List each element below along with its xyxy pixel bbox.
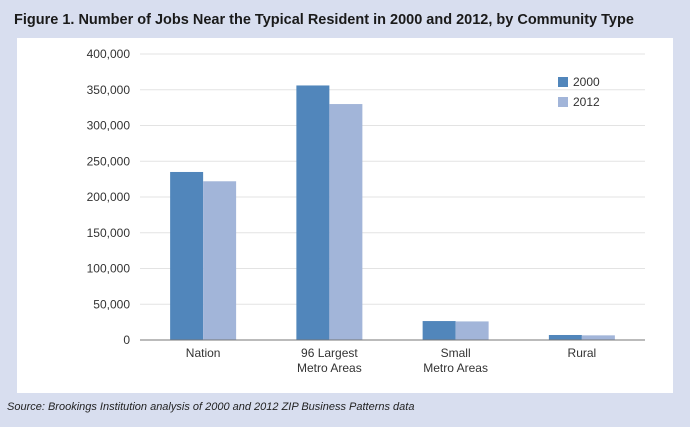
y-tick-label: 200,000 xyxy=(87,190,131,204)
source-note: Source: Brookings Institution analysis o… xyxy=(7,401,415,413)
y-tick-label: 50,000 xyxy=(93,297,130,311)
y-tick-label: 350,000 xyxy=(87,83,131,97)
x-tick-label: Metro Areas xyxy=(297,361,362,375)
x-tick-label: Metro Areas xyxy=(423,361,488,375)
legend-swatch-2012 xyxy=(558,97,568,107)
bar-2012 xyxy=(203,181,237,340)
bar-2000 xyxy=(170,171,204,340)
legend-swatch-2000 xyxy=(558,77,568,87)
bar-2000 xyxy=(296,85,330,341)
x-tick-label: Small xyxy=(441,346,471,360)
x-tick-label: Nation xyxy=(186,346,221,360)
y-tick-label: 400,000 xyxy=(87,47,131,61)
x-tick-label: Rural xyxy=(568,346,597,360)
y-tick-label: 0 xyxy=(123,333,130,347)
y-tick-label: 150,000 xyxy=(87,226,131,240)
bar-chart: 0 50,000 100,000 150,000 200,000 250,000 300,0… xyxy=(87,47,645,375)
y-tick-label: 100,000 xyxy=(87,262,131,276)
legend-label: 2000 xyxy=(573,75,600,89)
bar-2000 xyxy=(548,334,582,340)
chart-panel: 0 50,000 100,000 150,000 200,000 250,000 300,0… xyxy=(17,38,673,393)
chart-title: Figure 1. Number of Jobs Near the Typica… xyxy=(14,12,634,28)
bar-2012 xyxy=(455,321,489,340)
legend-label: 2012 xyxy=(573,95,600,109)
y-tick-label: 250,000 xyxy=(87,154,131,168)
bar-2012 xyxy=(581,335,615,340)
x-tick-label: 96 Largest xyxy=(301,346,358,360)
bar-2000 xyxy=(422,321,456,340)
y-tick-label: 300,000 xyxy=(87,119,131,133)
bar-2012 xyxy=(329,104,363,340)
